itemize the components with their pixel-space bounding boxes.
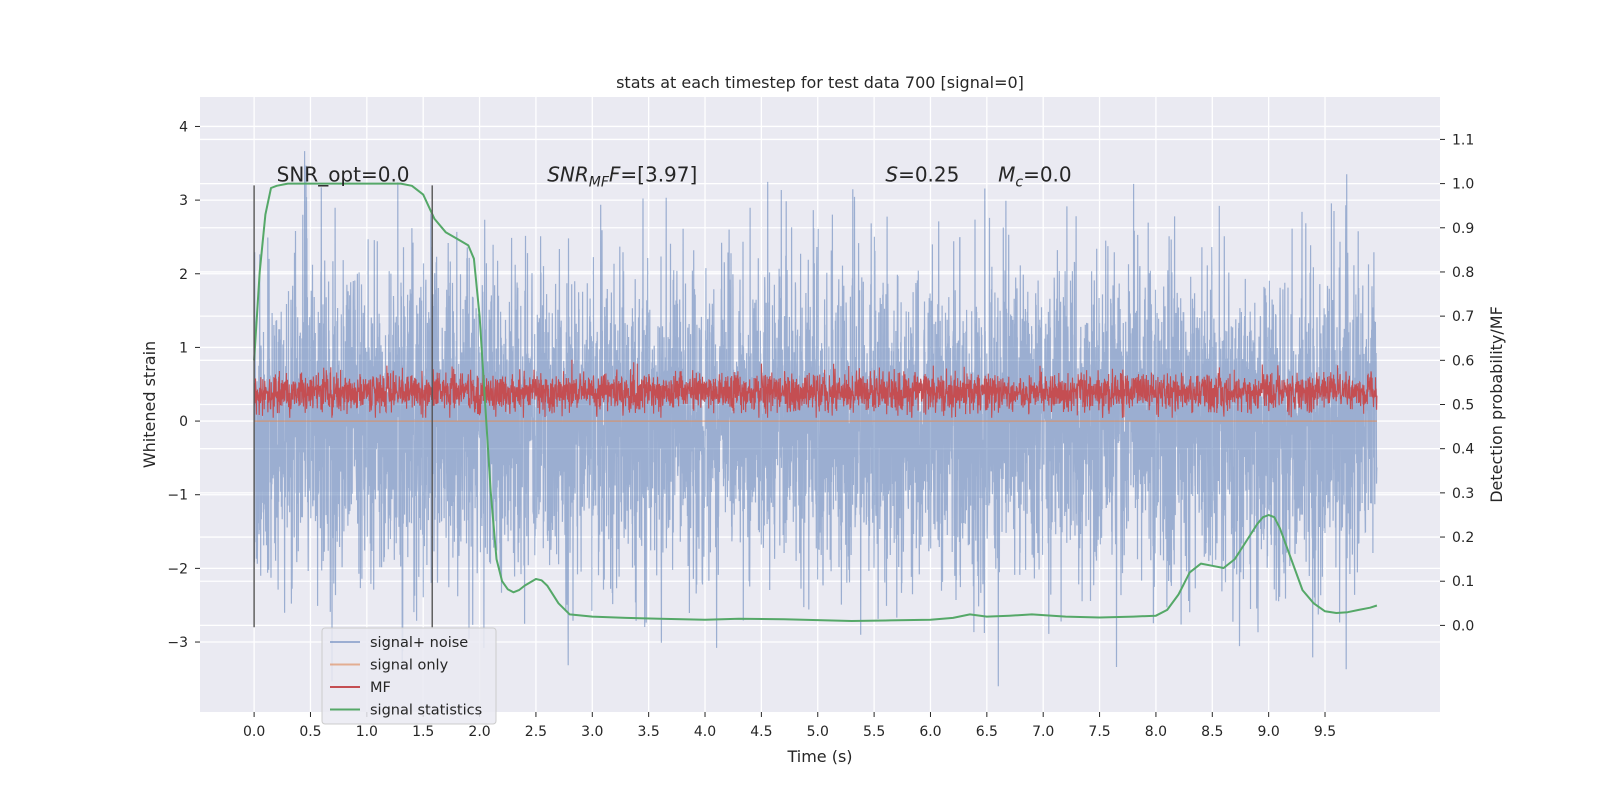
annotation-snr-mf: SNRMFF=[3.97] [547, 162, 697, 190]
x-tick-label: 5.0 [807, 724, 829, 740]
annotation-snr-mf-subscript: MF [589, 174, 610, 190]
y-tick-label-right: 0.0 [1452, 618, 1474, 634]
series-signal-statistics [253, 182, 1378, 622]
data-layer [253, 151, 1378, 687]
annotation-snr-mf-value: =[3.97] [620, 162, 697, 186]
annotation-snr-mf-f: F [609, 162, 621, 186]
y-tick-label-right: 0.7 [1452, 309, 1474, 325]
x-axis-label: Time (s) [786, 747, 852, 766]
axes: 0.0 0.5 1.0 1.5 2.0 2.5 3.0 3.5 4.0 4.5 5.0 5.5 6.0 6… [167, 119, 1474, 740]
legend-label: signal only [370, 658, 449, 674]
legend-label: MF [370, 680, 391, 696]
x-tick-label: 8.0 [1145, 724, 1167, 740]
x-tick-label: 0.5 [299, 724, 321, 740]
legend-label: signal+ noise [370, 635, 468, 651]
annotation-s: S=0.25 [885, 162, 959, 186]
y-axis-label-left: Whitened strain [140, 341, 159, 468]
legend-frame [321, 627, 497, 725]
annotations: SNR_opt=0.0 SNRMFF=[3.97] S=0.25 Mc=0.0 [277, 162, 1072, 190]
annotation-s-symbol: S [885, 162, 898, 186]
y-tick-label-right: 1.1 [1452, 132, 1474, 148]
x-tick-label: 7.5 [1088, 724, 1110, 740]
y-tick-label-right: 1.0 [1452, 177, 1474, 193]
x-tick-label: 9.5 [1314, 724, 1336, 740]
y-tick-label-right: 0.5 [1452, 398, 1474, 414]
y-tick-label-left: 0 [179, 414, 188, 430]
x-tick-label: 6.5 [976, 724, 998, 740]
y-tick-label-right: 0.2 [1452, 530, 1474, 546]
x-tick-label: 5.5 [863, 724, 885, 740]
y-axis-label-right: Detection probability/MF [1487, 306, 1506, 503]
x-tick-label: 6.0 [919, 724, 941, 740]
x-tick-label: 1.5 [412, 724, 434, 740]
x-tick-label: 3.0 [581, 724, 603, 740]
legend: signal+ noise signal only MF signal statist… [321, 627, 497, 725]
annotation-mc-value: =0.0 [1023, 162, 1072, 186]
x-tick-label: 7.0 [1032, 724, 1054, 740]
x-tick-label: 9.0 [1258, 724, 1280, 740]
y-tick-label-left: −3 [167, 635, 188, 651]
x-tick-label: 8.5 [1201, 724, 1223, 740]
y-tick-label-left: −2 [167, 561, 188, 577]
vertical-markers [253, 185, 433, 628]
y-tick-label-left: 1 [179, 340, 188, 356]
y-tick-label-right: 0.6 [1452, 353, 1474, 369]
annotation-mc-subscript: c [1015, 174, 1023, 190]
y-tick-label-right: 0.9 [1452, 221, 1474, 237]
x-tick-label: 1.0 [356, 724, 378, 740]
y-tick-label-right: 0.3 [1452, 486, 1474, 502]
legend-label: signal statistics [370, 703, 482, 719]
x-tick-label: 0.0 [243, 724, 265, 740]
x-tick-label: 3.5 [638, 724, 660, 740]
x-tick-label: 2.0 [468, 724, 490, 740]
x-tick-label: 4.5 [750, 724, 772, 740]
y-tick-label-left: −1 [167, 488, 188, 504]
x-tick-label: 2.5 [525, 724, 547, 740]
annotation-mc: Mc=0.0 [998, 162, 1072, 190]
y-tick-label-left: 4 [179, 119, 188, 135]
y-tick-label-right: 0.1 [1452, 574, 1474, 590]
x-tick-label: 4.0 [694, 724, 716, 740]
annotation-mc-symbol: M [998, 162, 1015, 186]
series-mf [253, 359, 1378, 418]
y-tick-label-left: 3 [179, 193, 188, 209]
annotation-snr-opt: SNR_opt=0.0 [277, 162, 410, 186]
annotation-snr-mf-symbol: SNR [547, 162, 589, 186]
y-tick-label-right: 0.8 [1452, 265, 1474, 281]
chart-title: stats at each timestep for test data 700… [616, 73, 1024, 92]
annotation-s-value: =0.25 [898, 162, 959, 186]
y-tick-label-right: 0.4 [1452, 442, 1474, 458]
y-tick-label-left: 2 [179, 267, 188, 283]
